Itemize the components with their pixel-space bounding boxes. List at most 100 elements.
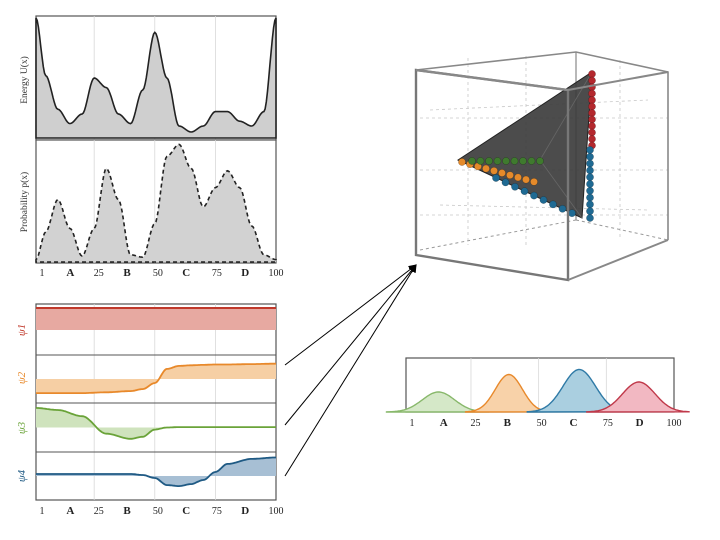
cube-point-blue xyxy=(586,180,594,188)
eigen-line xyxy=(36,456,276,487)
cube-point-green xyxy=(536,157,544,165)
cluster-panel: 1 A 25 B 50 C 75 D 100 xyxy=(385,357,690,429)
axis-tick-label: 75 xyxy=(212,268,222,279)
axis-tick-label: A xyxy=(66,267,74,279)
axis-tick-label: A xyxy=(66,505,74,517)
cube-back-bottom xyxy=(575,219,669,241)
cube-point-red xyxy=(588,128,596,137)
cube-point-green xyxy=(485,157,493,165)
cube-point-green xyxy=(502,157,510,165)
cube-points xyxy=(458,70,596,222)
axis-tick-label: 100 xyxy=(269,268,284,279)
cube-point-blue xyxy=(520,187,529,196)
cube-point-red xyxy=(588,135,596,143)
eigen-grid xyxy=(93,304,216,500)
cube-point-orange xyxy=(522,175,530,184)
axis-tick-label: 100 xyxy=(667,418,682,429)
cube-point-red xyxy=(588,70,596,78)
simplex-edge-inner xyxy=(539,159,583,219)
eigen-fill xyxy=(36,363,276,394)
axis-tick-label: B xyxy=(123,267,131,279)
cube-top-right xyxy=(567,71,669,91)
axis-tick-label: C xyxy=(182,267,190,279)
cube-embedding xyxy=(414,51,669,282)
axis-tick-label: 100 xyxy=(269,506,284,517)
cube-back-bottom-left xyxy=(419,219,577,251)
cube-point-red xyxy=(588,89,596,98)
cube-point-red xyxy=(588,109,596,117)
cube-point-green xyxy=(493,157,502,165)
cube-point-blue xyxy=(568,209,576,218)
cube-point-green xyxy=(476,157,485,165)
cube-point-red xyxy=(588,122,596,130)
axis-tick-label: 75 xyxy=(212,506,222,517)
cube-bottom-right xyxy=(567,239,669,281)
cube-point-orange xyxy=(490,166,498,175)
cube-point-green xyxy=(527,157,536,165)
eigen-row-labels: ψ1 ψ2 ψ3 ψ4 xyxy=(16,324,28,482)
axis-tick-label: C xyxy=(182,505,190,517)
cluster-curves xyxy=(385,368,690,413)
axis-tick-label: C xyxy=(569,417,577,429)
simplex-triangle xyxy=(456,71,593,219)
cube-point-blue xyxy=(586,214,594,222)
cube-point-orange xyxy=(514,173,522,182)
axis-tick-label: D xyxy=(241,267,249,279)
eigen-fill-psi1 xyxy=(36,308,276,330)
cube-point-green xyxy=(519,157,527,165)
cube-point-blue xyxy=(511,182,519,191)
cube-point-blue xyxy=(586,207,594,216)
cube-point-blue xyxy=(586,166,594,175)
cube-point-orange xyxy=(530,177,538,186)
cube-point-blue xyxy=(501,178,510,187)
cube-point-red xyxy=(588,76,596,85)
cube-point-green xyxy=(468,157,476,165)
eigen-label-psi4: ψ4 xyxy=(16,469,28,482)
axis-tick-label: D xyxy=(636,417,644,429)
cube-point-blue xyxy=(558,204,567,213)
eigen-label-psi1: ψ1 xyxy=(16,324,28,336)
cube-point-blue xyxy=(586,200,594,209)
cube-point-red xyxy=(588,102,596,111)
arrow-psi4 xyxy=(284,264,417,477)
cube-point-orange xyxy=(458,158,466,166)
cube-back-edges xyxy=(415,51,669,240)
eigen-line xyxy=(35,407,276,440)
energy-probability-panels: Energy U(x) Probability p(x) 1 A 25 B 50 C 75 D… xyxy=(19,15,284,279)
cube-point-blue xyxy=(549,200,557,209)
axis-tick-label: 75 xyxy=(603,418,613,429)
cube-point-orange xyxy=(482,164,490,173)
cube-back-grid xyxy=(420,56,668,245)
cube-point-orange xyxy=(498,169,506,177)
eigen-fill xyxy=(36,457,276,487)
axis-tick-label: 1 xyxy=(410,418,415,429)
eigenvector-panels: ψ1 ψ2 ψ3 ψ4 1 A 25 B 50 C 75 D 100 xyxy=(16,303,284,517)
cluster-curve-d xyxy=(586,381,690,413)
cluster-curve-b xyxy=(464,373,553,413)
axis-tick-label: A xyxy=(440,417,448,429)
axis-tick-label: 50 xyxy=(153,506,163,517)
cube-point-green xyxy=(510,157,519,165)
cube-point-blue xyxy=(586,159,594,168)
axis-tick-label: B xyxy=(504,417,512,429)
cube-point-blue xyxy=(539,196,548,204)
axis-tick-label: 25 xyxy=(94,268,104,279)
arrow-psi3 xyxy=(284,264,417,426)
energy-ylabel: Energy U(x) xyxy=(19,56,30,104)
eigen-rows xyxy=(35,307,276,487)
cube-point-blue xyxy=(492,174,500,182)
eigen-label-psi2: ψ2 xyxy=(16,371,28,384)
cube-point-red xyxy=(588,96,596,104)
cube-point-blue xyxy=(530,191,538,200)
cluster-curve-a xyxy=(385,391,490,413)
axis-tick-label: 50 xyxy=(153,268,163,279)
energy-area xyxy=(35,17,277,139)
axis-tick-label: 1 xyxy=(40,268,45,279)
cube-point-blue xyxy=(586,173,594,182)
mapping-arrows xyxy=(284,264,417,477)
probability-ylabel: Probability p(x) xyxy=(19,172,30,232)
eigen-label-psi3: ψ3 xyxy=(16,421,28,434)
axis-tick-label: 25 xyxy=(471,418,481,429)
axis-tick-label: D xyxy=(241,505,249,517)
